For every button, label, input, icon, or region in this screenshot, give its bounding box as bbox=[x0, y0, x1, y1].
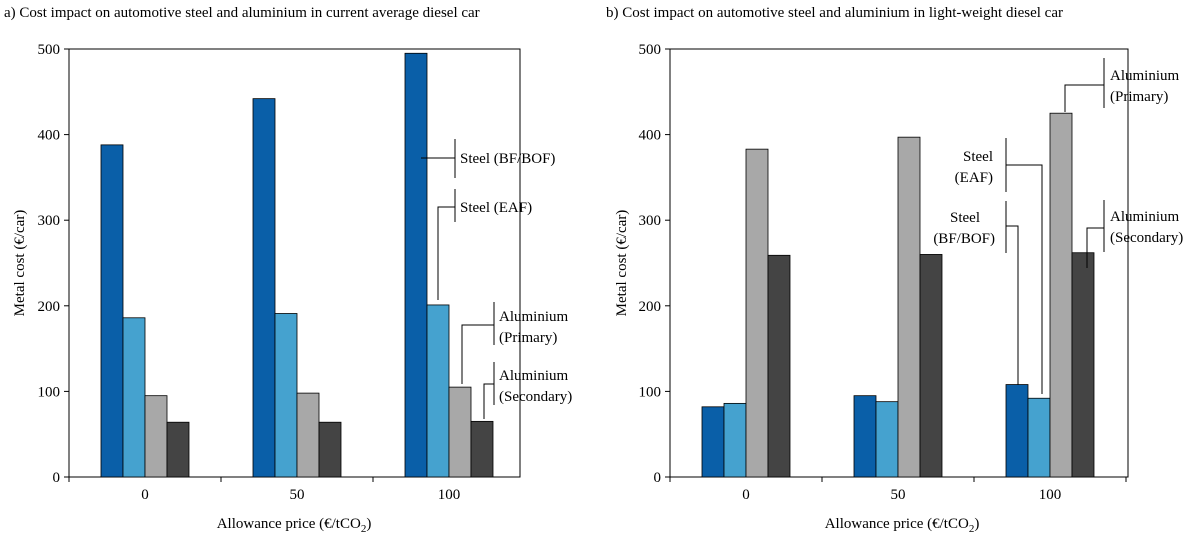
bars-a bbox=[100, 52, 494, 478]
annotation-leader bbox=[1064, 58, 1105, 112]
y-tick-label: 200 bbox=[639, 299, 662, 315]
bar bbox=[426, 304, 450, 478]
y-tick-label: 500 bbox=[639, 42, 662, 58]
bar bbox=[1005, 384, 1029, 478]
chart-title-a: a) Cost impact on automotive steel and a… bbox=[4, 5, 480, 21]
bar bbox=[470, 420, 494, 478]
annotation-a-aluminium-secondary: Aluminium (Secondary) bbox=[483, 362, 572, 419]
bar bbox=[919, 254, 943, 478]
annotation-label: Aluminium bbox=[499, 368, 569, 384]
bar bbox=[100, 144, 124, 478]
bar bbox=[745, 148, 769, 478]
annotation-label: (EAF) bbox=[955, 170, 993, 186]
y-tick-label: 0 bbox=[654, 470, 662, 486]
annotation-a-steel-eaf: Steel (EAF) bbox=[437, 189, 532, 300]
x-tick-label: 0 bbox=[141, 487, 149, 503]
category-labels-a: 0 50 100 bbox=[68, 477, 461, 503]
annotation-b-steel-eaf: Steel (EAF) bbox=[955, 138, 1043, 394]
annotation-b-steel-bfbof: Steel (BF/BOF) bbox=[933, 201, 1019, 385]
annotation-leader bbox=[483, 362, 495, 419]
y-axis-label-a: Metal cost (€/car) bbox=[12, 210, 28, 317]
x-tick-label: 100 bbox=[438, 487, 461, 503]
bar bbox=[853, 395, 877, 478]
x-tick-label: 50 bbox=[290, 487, 305, 503]
annotation-label: Steel (EAF) bbox=[460, 200, 532, 216]
annotation-label: Steel bbox=[950, 210, 980, 226]
bar bbox=[767, 254, 791, 478]
bar bbox=[166, 421, 190, 478]
chart-title-b: b) Cost impact on automotive steel and a… bbox=[606, 5, 1063, 21]
annotation-label: (Primary) bbox=[499, 330, 557, 346]
bar bbox=[296, 392, 320, 478]
annotation-label: (Primary) bbox=[1110, 89, 1168, 105]
panel-a: a) Cost impact on automotive steel and a… bbox=[4, 5, 572, 535]
bars-b bbox=[701, 112, 1095, 478]
bar bbox=[875, 401, 899, 478]
annotation-label: Aluminium bbox=[499, 309, 569, 325]
y-tick-label: 100 bbox=[38, 384, 61, 400]
annotation-label: Steel bbox=[963, 149, 993, 165]
x-axis-label-a: Allowance price (€/tCO2) bbox=[217, 516, 372, 535]
annotation-leader bbox=[421, 139, 456, 178]
bar bbox=[144, 395, 168, 478]
annotation-label: (Secondary) bbox=[499, 389, 572, 405]
annotation-leader bbox=[1086, 200, 1105, 268]
y-tick-label: 400 bbox=[38, 128, 61, 144]
bar bbox=[897, 136, 921, 478]
annotation-label: (Secondary) bbox=[1110, 230, 1183, 246]
annotation-leader bbox=[1005, 201, 1019, 385]
annotation-a-steel-bfbof: Steel (BF/BOF) bbox=[421, 139, 555, 178]
x-axis-label-b: Allowance price (€/tCO2) bbox=[825, 516, 980, 535]
annotation-b-aluminium-secondary: Aluminium (Secondary) bbox=[1086, 200, 1183, 268]
annotation-b-aluminium-primary: Aluminium (Primary) bbox=[1064, 58, 1180, 112]
y-tick-label: 300 bbox=[639, 213, 662, 229]
annotation-label: Aluminium bbox=[1110, 68, 1180, 84]
bar bbox=[1071, 252, 1095, 478]
annotation-leader bbox=[1005, 138, 1043, 394]
y-ticks-a: 0 100 200 300 400 500 bbox=[38, 42, 69, 486]
bar bbox=[274, 313, 298, 478]
annotation-leader bbox=[437, 189, 456, 300]
bar bbox=[1049, 112, 1073, 478]
bar bbox=[448, 386, 472, 478]
annotation-leader bbox=[461, 302, 495, 384]
x-tick-label: 50 bbox=[891, 487, 906, 503]
bar bbox=[1027, 397, 1051, 478]
y-tick-label: 0 bbox=[53, 470, 61, 486]
category-labels-b: 0 50 100 bbox=[669, 477, 1127, 503]
y-tick-label: 300 bbox=[38, 213, 61, 229]
y-ticks-b: 0 100 200 300 400 500 bbox=[639, 42, 670, 486]
x-tick-label: 100 bbox=[1039, 487, 1062, 503]
annotation-label: (BF/BOF) bbox=[933, 231, 995, 247]
bar bbox=[252, 98, 276, 478]
panel-b: b) Cost impact on automotive steel and a… bbox=[606, 5, 1183, 535]
y-tick-label: 400 bbox=[639, 128, 662, 144]
annotation-label: Steel (BF/BOF) bbox=[460, 151, 555, 167]
bar bbox=[318, 421, 342, 478]
y-axis-label-b: Metal cost (€/car) bbox=[614, 210, 630, 317]
bar bbox=[122, 317, 146, 478]
bar bbox=[723, 402, 747, 478]
y-tick-label: 100 bbox=[639, 384, 662, 400]
annotation-a-aluminium-primary: Aluminium (Primary) bbox=[461, 302, 569, 384]
annotation-label: Aluminium bbox=[1110, 209, 1180, 225]
y-tick-label: 500 bbox=[38, 42, 61, 58]
x-tick-label: 0 bbox=[742, 487, 750, 503]
bar bbox=[701, 406, 725, 478]
bar bbox=[404, 52, 428, 478]
y-tick-label: 200 bbox=[38, 299, 61, 315]
